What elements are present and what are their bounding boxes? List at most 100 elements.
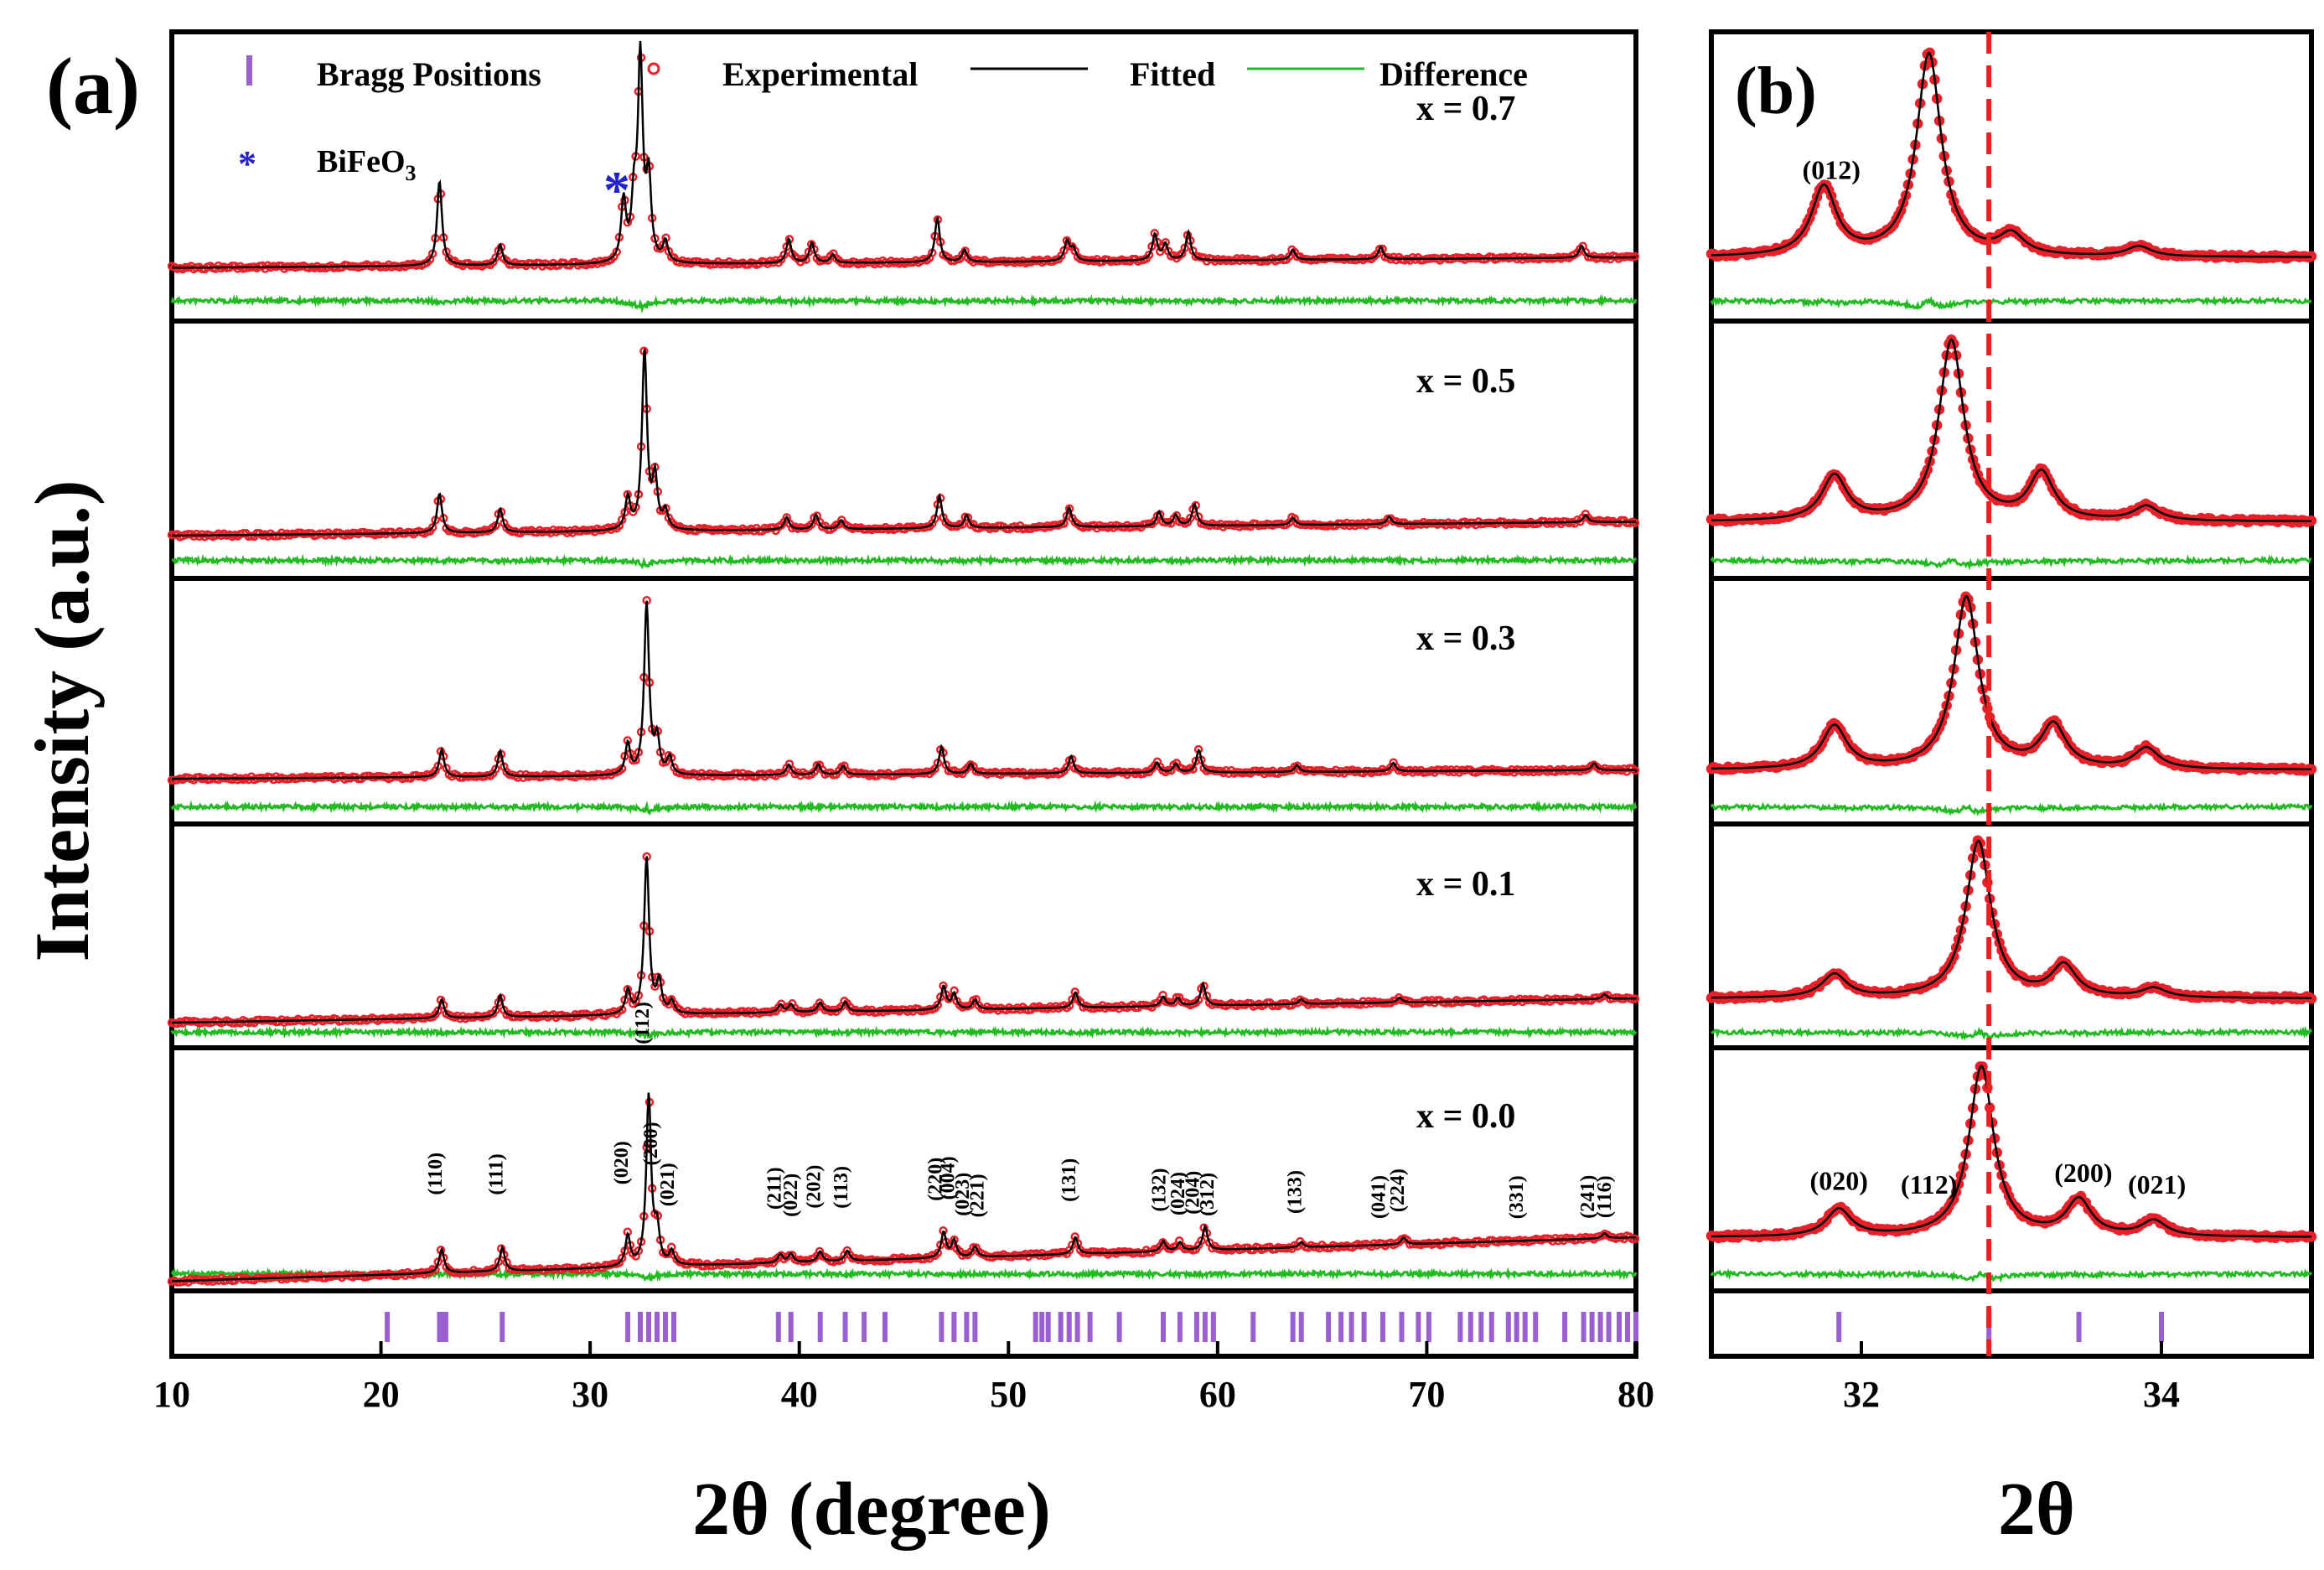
- a-bragg-tick: [1562, 1312, 1568, 1342]
- panel-a: x = 0.7 x = 0.5 x = 0.3 x = 0.1 x = 0.0 10 20 3…: [153, 29, 1654, 1415]
- b-subplot: [1705, 319, 2317, 581]
- a-bragg-tick: [1074, 1312, 1080, 1342]
- a-bragg-tick: [1087, 1312, 1093, 1342]
- a-fitted-line: [172, 600, 1636, 780]
- a-experimental-point: [623, 985, 633, 994]
- a-experimental-point: [958, 520, 967, 530]
- a-bragg-tick: [1348, 1312, 1354, 1342]
- a-experimental-point: [666, 1242, 676, 1252]
- b-subplot: [1705, 576, 2317, 826]
- a-x-tick-label: 10: [153, 1374, 190, 1415]
- miller-index-label: (020): [611, 1141, 633, 1184]
- a-bragg-tick: [1290, 1312, 1296, 1342]
- a-composition-label: x = 0.1: [1416, 865, 1515, 904]
- panel-b-label: (b): [1735, 54, 1817, 128]
- legend-bragg-marker: [246, 55, 252, 85]
- a-bragg-tick: [1457, 1312, 1463, 1342]
- a-bragg-tick: [1478, 1312, 1484, 1342]
- miller-index-label: (200): [640, 1122, 662, 1165]
- a-bragg-tick: [1161, 1312, 1166, 1342]
- a-difference-line: [171, 553, 1638, 570]
- a-bragg-tick: [862, 1312, 867, 1342]
- a-composition-label: x = 0.3: [1416, 619, 1515, 658]
- a-x-tick-label: 70: [1408, 1374, 1445, 1415]
- miller-index-label: (112): [632, 1002, 654, 1044]
- a-composition-label: x = 0.7: [1416, 90, 1515, 128]
- panel-a-label: (a): [46, 41, 140, 131]
- legend-bragg-label: Bragg Positions: [317, 55, 541, 93]
- a-bragg-tick: [1617, 1312, 1622, 1342]
- a-experimental-point: [1186, 513, 1195, 523]
- a-subplot: x = 0.1: [167, 821, 1640, 1050]
- a-bragg-tick: [1326, 1312, 1332, 1342]
- a-experimental-point: [1144, 250, 1154, 260]
- a-experimental-point: [806, 520, 816, 529]
- miller-index-label: (116): [1594, 1175, 1616, 1218]
- miller-index-label: (020): [1810, 1165, 1868, 1195]
- a-bragg-tick: [1399, 1312, 1405, 1342]
- a-experimental-point: [1070, 987, 1079, 997]
- b-bragg-strip: [1709, 1288, 2314, 1359]
- a-composition-label: x = 0.5: [1416, 362, 1515, 401]
- a-bragg-tick: [951, 1312, 957, 1342]
- a-bragg-tick: [1116, 1312, 1122, 1342]
- a-experimental-point: [650, 982, 660, 992]
- a-bragg-tick: [646, 1312, 651, 1342]
- a-bragg-tick: [1505, 1312, 1511, 1342]
- a-experimental-point: [933, 1248, 943, 1257]
- a-bragg-tick: [1625, 1312, 1630, 1342]
- a-difference-line: [170, 293, 1638, 314]
- a-x-tick-label: 20: [363, 1374, 400, 1415]
- a-bragg-tick: [1039, 1312, 1045, 1342]
- miller-index-label: (202): [804, 1165, 826, 1209]
- a-bragg-tick: [964, 1312, 970, 1342]
- a-experimental-point: [431, 1265, 440, 1275]
- b-difference-line: [1710, 295, 2312, 310]
- legend-impurity-label: BiFeO3: [317, 144, 417, 185]
- b-difference-line: [1710, 554, 2312, 571]
- b-bragg-tick: [2076, 1312, 2082, 1342]
- a-bragg-tick: [1193, 1312, 1199, 1342]
- a-subplot: x = 0.0: [167, 1045, 1640, 1293]
- a-experimental-point: [634, 1246, 644, 1256]
- miller-index-label: (331): [1506, 1175, 1528, 1219]
- a-bragg-tick: [443, 1312, 448, 1342]
- a-bragg-tick: [663, 1312, 668, 1342]
- a-bragg-tick: [939, 1312, 945, 1342]
- a-x-tick-label: 40: [781, 1374, 818, 1415]
- a-bragg-tick: [1033, 1312, 1038, 1342]
- b-difference-line: [1711, 1025, 2313, 1041]
- a-bragg-tick: [1597, 1312, 1603, 1342]
- miller-index-label: (111): [485, 1153, 507, 1194]
- legend-experimental-marker: [647, 62, 660, 75]
- a-bragg-tick: [1606, 1312, 1612, 1342]
- miller-index-label: (022): [780, 1174, 802, 1217]
- b-subplot-frame: [1709, 319, 2314, 581]
- a-experimental-point: [1284, 251, 1294, 262]
- a-bragg-tick: [1467, 1312, 1473, 1342]
- a-difference-line: [170, 1025, 1638, 1040]
- a-bragg-tick: [972, 1312, 978, 1342]
- b-x-tick-label: 34: [2143, 1374, 2180, 1415]
- b-subplot: [1705, 821, 2317, 1050]
- a-bragg-tick: [1589, 1312, 1595, 1342]
- a-bragg-tick: [1514, 1312, 1519, 1342]
- a-bragg-tick: [638, 1312, 643, 1342]
- miller-index-label: (012): [1803, 155, 1861, 185]
- miller-index-label: (200): [2054, 1158, 2112, 1188]
- legend-experimental-label: Experimental: [722, 55, 918, 93]
- x-axis-label-b: 2θ: [1998, 1468, 2075, 1551]
- b-bragg-tick: [1836, 1312, 1842, 1342]
- a-bragg-tick: [385, 1312, 391, 1342]
- a-bragg-tick: [1633, 1312, 1638, 1342]
- miller-index-label: (112): [1901, 1169, 1958, 1200]
- a-composition-label: x = 0.0: [1416, 1097, 1515, 1136]
- a-x-tick-label: 30: [572, 1374, 608, 1415]
- b-difference-line: [1710, 1267, 2313, 1283]
- x-axis-label-a: 2θ (degree): [692, 1468, 1051, 1551]
- a-bragg-tick: [1202, 1312, 1208, 1342]
- a-x-tick-label: 80: [1617, 1374, 1654, 1415]
- a-bragg-tick: [671, 1312, 676, 1342]
- a-bragg-tick: [882, 1312, 888, 1342]
- a-fitted-line: [172, 856, 1636, 1024]
